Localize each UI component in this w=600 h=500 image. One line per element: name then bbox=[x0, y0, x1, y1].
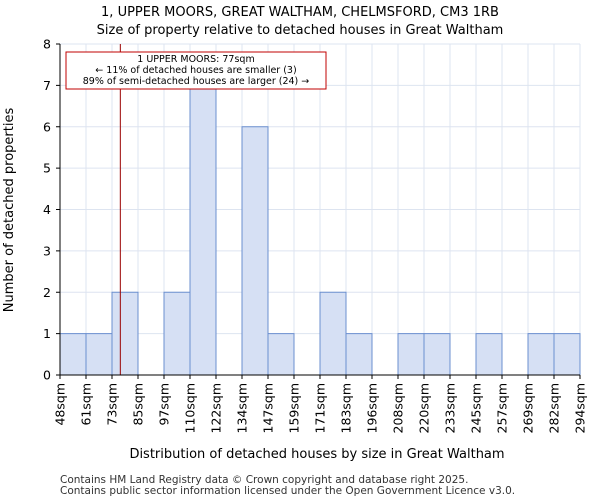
x-tick-label: 183sqm bbox=[339, 383, 354, 433]
bar-61sqm bbox=[85, 333, 113, 376]
bar-269sqm bbox=[527, 333, 555, 376]
x-tick-label: 269sqm bbox=[521, 383, 536, 433]
x-tick-label: 220sqm bbox=[417, 383, 432, 433]
footer-line-1: Contains HM Land Registry data © Crown c… bbox=[60, 474, 468, 486]
bar-245sqm bbox=[475, 333, 503, 376]
bar-73sqm bbox=[111, 291, 139, 376]
y-tick-label: 1 bbox=[43, 326, 51, 341]
bar-282sqm bbox=[553, 333, 581, 376]
annotation-line-1: 1 UPPER MOORS: 77sqm bbox=[137, 54, 254, 65]
x-tick-labels: 48sqm 61sqm 73sqm 85sqm 97sqm 110sqm 122sqm 134… bbox=[53, 375, 588, 433]
footer-line-2: Contains public sector information licen… bbox=[60, 485, 515, 497]
chart-subtitle: Size of property relative to detached ho… bbox=[97, 23, 504, 38]
bar-48sqm bbox=[59, 333, 87, 376]
y-tick-label: 7 bbox=[43, 78, 51, 93]
bar-97sqm bbox=[163, 291, 191, 376]
x-tick-label: 85sqm bbox=[131, 383, 146, 426]
annotation-border bbox=[65, 51, 327, 90]
x-tick-label: 257sqm bbox=[495, 383, 510, 433]
x-tick-label: 171sqm bbox=[313, 383, 328, 433]
y-tick-labels: 0 1 2 3 4 5 6 7 8 bbox=[43, 37, 60, 383]
x-tick-label: 159sqm bbox=[287, 383, 302, 433]
x-tick-label: 110sqm bbox=[183, 383, 198, 433]
x-tick-label: 196sqm bbox=[365, 383, 380, 433]
y-tick-label: 5 bbox=[43, 161, 51, 176]
bar-208sqm bbox=[397, 333, 425, 376]
y-tick-label: 8 bbox=[43, 37, 51, 52]
x-tick-label: 208sqm bbox=[391, 383, 406, 433]
y-tick-label: 0 bbox=[43, 368, 51, 383]
y-tick-label: 2 bbox=[43, 285, 51, 300]
y-axis-label: Number of detached properties bbox=[2, 108, 17, 313]
y-tick-label: 6 bbox=[43, 119, 51, 134]
x-tick-label: 294sqm bbox=[573, 383, 588, 433]
x-tick-label: 233sqm bbox=[443, 383, 458, 433]
bar-110sqm bbox=[189, 84, 217, 376]
y-tick-label: 4 bbox=[43, 202, 51, 217]
bar-220sqm bbox=[423, 333, 451, 376]
bar-134sqm bbox=[241, 126, 269, 376]
y-tick-label: 3 bbox=[43, 243, 51, 258]
annotation-line-2: ← 11% of detached houses are smaller (3) bbox=[95, 65, 296, 76]
x-tick-label: 134sqm bbox=[235, 383, 250, 433]
x-tick-label: 245sqm bbox=[469, 383, 484, 433]
bar-171sqm bbox=[319, 291, 347, 376]
annotation-box: 1 UPPER MOORS: 77sqm ← 11% of detached h… bbox=[65, 51, 327, 90]
bar-183sqm bbox=[345, 333, 373, 376]
x-tick-label: 73sqm bbox=[105, 383, 120, 426]
bars bbox=[59, 84, 581, 376]
x-axis-label: Distribution of detached houses by size … bbox=[129, 447, 504, 462]
bar-147sqm bbox=[267, 333, 295, 376]
x-tick-label: 282sqm bbox=[547, 383, 562, 433]
x-tick-label: 97sqm bbox=[157, 383, 172, 426]
x-tick-label: 122sqm bbox=[209, 383, 224, 433]
x-tick-label: 147sqm bbox=[261, 383, 276, 433]
x-tick-label: 48sqm bbox=[53, 383, 68, 426]
x-tick-label: 61sqm bbox=[79, 383, 94, 426]
chart-title: 1, UPPER MOORS, GREAT WALTHAM, CHELMSFOR… bbox=[101, 5, 499, 20]
annotation-line-3: 89% of semi-detached houses are larger (… bbox=[83, 76, 310, 87]
